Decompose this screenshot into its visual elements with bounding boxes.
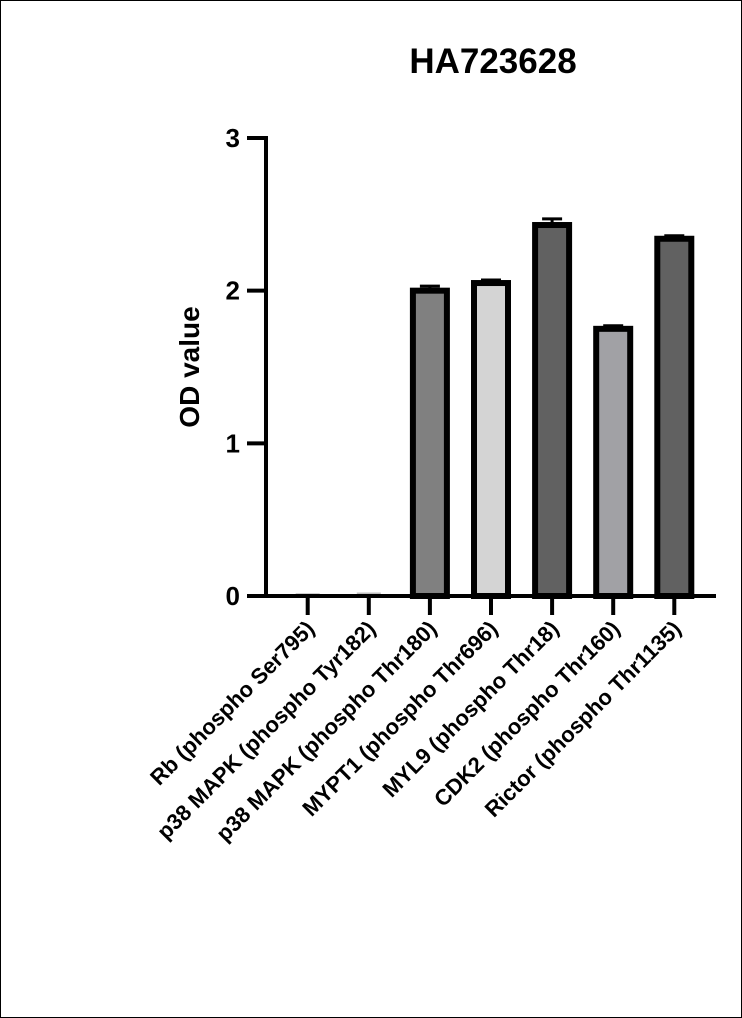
y-tick-label: 0 — [226, 581, 240, 611]
bar — [471, 280, 511, 599]
y-tick-label: 1 — [226, 428, 240, 458]
bar — [409, 287, 450, 599]
chart-title: HA723628 — [409, 42, 576, 81]
bar — [532, 222, 573, 600]
bar — [593, 325, 634, 599]
y-tick-label: 3 — [226, 123, 240, 153]
y-tick-label: 2 — [226, 276, 240, 306]
y-axis-label: OD value — [174, 306, 205, 427]
bar — [654, 235, 695, 599]
x-tick-label: p38 MAPK (phospho Thr180) — [211, 616, 441, 846]
